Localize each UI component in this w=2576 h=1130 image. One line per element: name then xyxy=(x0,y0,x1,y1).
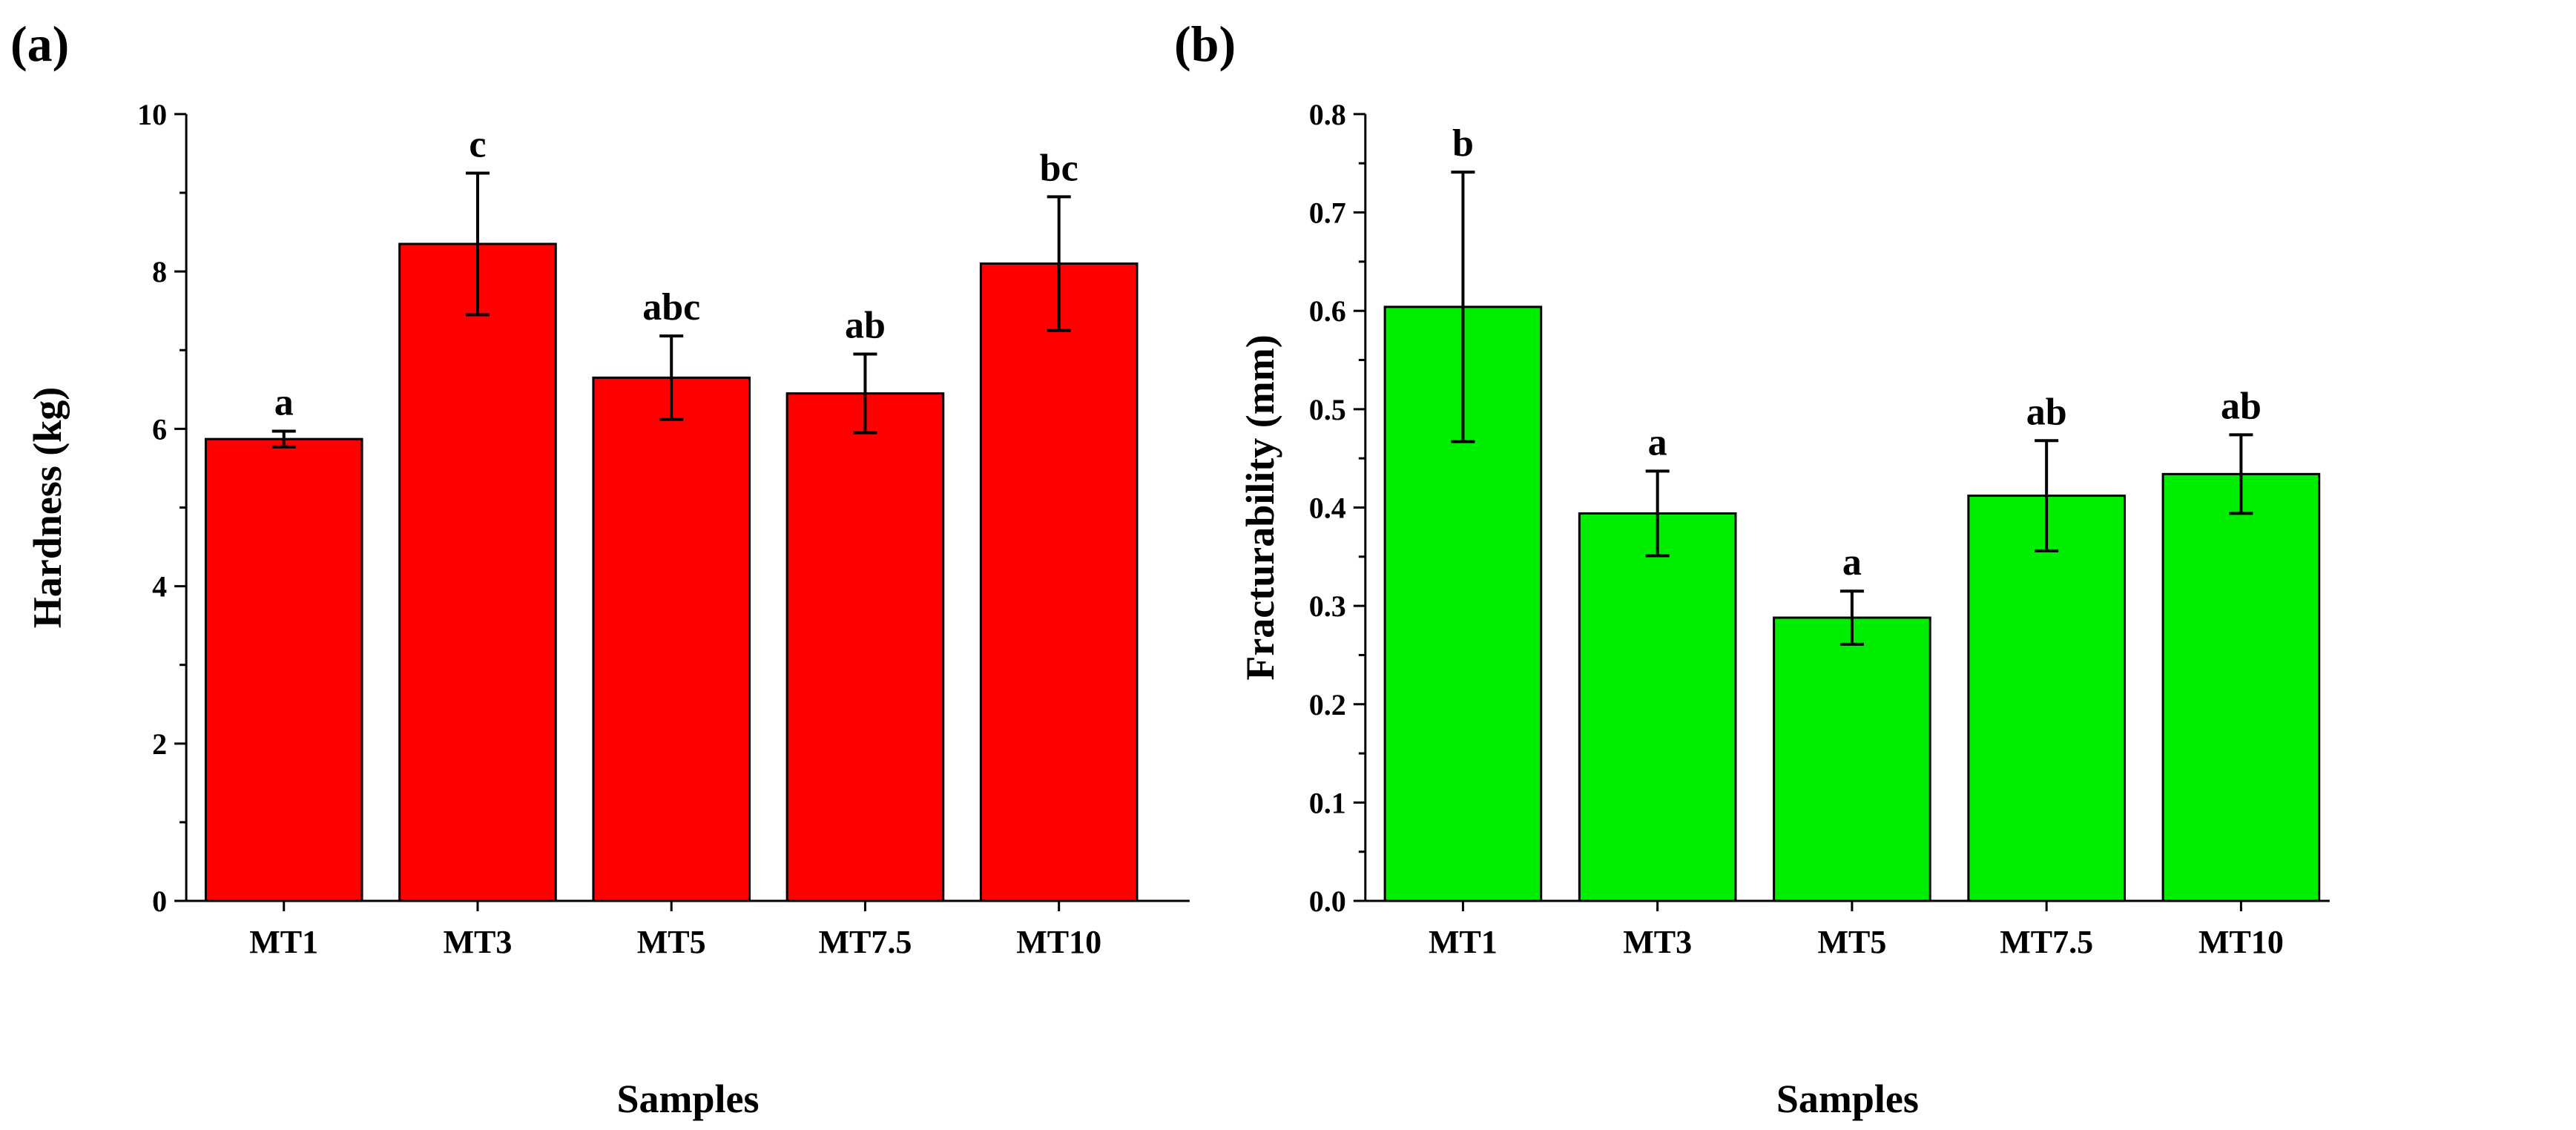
panel-label: (a) xyxy=(10,16,69,72)
significance-label: c xyxy=(469,123,486,165)
x-tick-label: MT7.5 xyxy=(818,924,912,960)
y-tick-label: 2 xyxy=(152,727,167,761)
y-tick-label: 0.6 xyxy=(1309,294,1346,328)
y-tick-label: 0.4 xyxy=(1309,491,1346,524)
x-tick-label: MT5 xyxy=(637,924,706,960)
significance-label: ab xyxy=(2221,385,2262,427)
y-axis-title: Hardness (kg) xyxy=(25,387,70,629)
x-tick-label: MT1 xyxy=(249,924,318,960)
significance-label: ab xyxy=(2026,391,2067,433)
bar xyxy=(592,376,751,902)
y-tick-label: 4 xyxy=(152,570,167,604)
y-tick-label: 8 xyxy=(152,255,167,288)
x-tick-label: MT3 xyxy=(1623,924,1692,960)
significance-label: a xyxy=(274,382,294,424)
hardness-chart: (a) a c abc ab bc 0 2 4 6 8 10 MT1 MT3 MT5 MT7.5 MT10… xyxy=(10,16,1190,1121)
y-tick-label: 0.1 xyxy=(1309,786,1346,819)
y-tick-label: 0.5 xyxy=(1309,393,1346,426)
bar xyxy=(398,242,557,902)
significance-label: abc xyxy=(642,286,700,328)
significance-label: a xyxy=(1842,541,1862,584)
y-tick-label: 0.0 xyxy=(1309,885,1346,918)
bar xyxy=(2161,472,2321,902)
y-tick-label: 6 xyxy=(152,412,167,446)
significance-label: bc xyxy=(1040,147,1078,189)
y-axis-title: Fracturability (mm) xyxy=(1238,334,1282,680)
significance-label: a xyxy=(1648,421,1667,463)
y-tick-label: 0.2 xyxy=(1309,688,1346,721)
significance-label: ab xyxy=(845,305,886,347)
x-tick-label: MT3 xyxy=(444,924,513,960)
y-tick-label: 0 xyxy=(152,885,167,918)
panel-label: (b) xyxy=(1174,16,1236,72)
x-axis-title: Samples xyxy=(1776,1077,1919,1121)
bar xyxy=(979,262,1139,902)
y-tick-label: 0.7 xyxy=(1309,196,1346,230)
x-tick-label: MT1 xyxy=(1429,924,1498,960)
x-tick-label: MT7.5 xyxy=(2000,924,2093,960)
bar xyxy=(204,437,363,902)
bar xyxy=(1967,495,2126,902)
x-axis-title: Samples xyxy=(616,1077,759,1121)
y-tick-label: 0.3 xyxy=(1309,589,1346,623)
bar xyxy=(785,392,945,902)
x-tick-label: MT5 xyxy=(1817,924,1886,960)
y-tick-label: 10 xyxy=(137,98,167,131)
significance-label: b xyxy=(1452,122,1474,165)
x-tick-label: MT10 xyxy=(2198,924,2284,960)
bar xyxy=(1773,616,1931,902)
x-tick-label: MT10 xyxy=(1016,924,1101,960)
y-tick-label: 0.8 xyxy=(1309,98,1346,131)
bar xyxy=(1578,512,1737,902)
bar xyxy=(1383,305,1543,902)
